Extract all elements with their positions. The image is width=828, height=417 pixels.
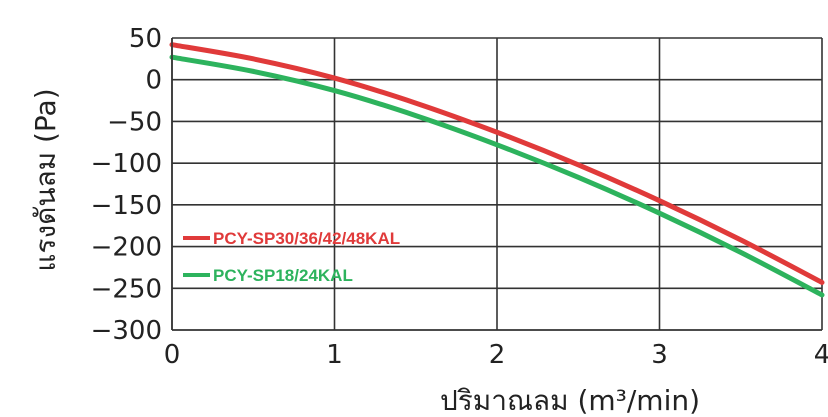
y-tick-label: −150 bbox=[91, 191, 162, 221]
grid bbox=[171, 37, 823, 331]
x-tick-label: 2 bbox=[489, 340, 506, 370]
series-lines bbox=[169, 42, 825, 298]
y-tick-label: −200 bbox=[91, 233, 162, 263]
x-tick-label: 1 bbox=[326, 340, 343, 370]
x-tick-label: 4 bbox=[814, 340, 828, 370]
legend-label-series-2: PCY-SP18/24KAL bbox=[213, 266, 353, 285]
y-tick-label: −300 bbox=[91, 316, 162, 346]
x-tick-label: 3 bbox=[651, 340, 668, 370]
legend: PCY-SP30/36/42/48KAL PCY-SP18/24KAL bbox=[183, 229, 400, 285]
legend-label-series-1: PCY-SP30/36/42/48KAL bbox=[213, 229, 400, 248]
series-line-2 bbox=[169, 54, 825, 298]
plot-frame bbox=[171, 38, 822, 331]
y-tick-label: −50 bbox=[107, 107, 162, 137]
x-tick-label: 0 bbox=[164, 340, 181, 370]
x-axis-title: ปริมาณลม (m³/min) bbox=[440, 384, 700, 417]
y-tick-label: −100 bbox=[91, 149, 162, 179]
y-axis-ticks: 50 0 −50 −100 −150 −200 −250 −300 bbox=[91, 24, 162, 346]
y-tick-label: 50 bbox=[129, 24, 162, 54]
x-axis-ticks: 0 1 2 3 4 bbox=[164, 340, 828, 370]
series-line-1 bbox=[169, 42, 825, 285]
y-axis-title: แรงดันลม (Pa) bbox=[29, 88, 62, 271]
y-tick-label: 0 bbox=[145, 66, 162, 96]
y-tick-label: −250 bbox=[91, 274, 162, 304]
